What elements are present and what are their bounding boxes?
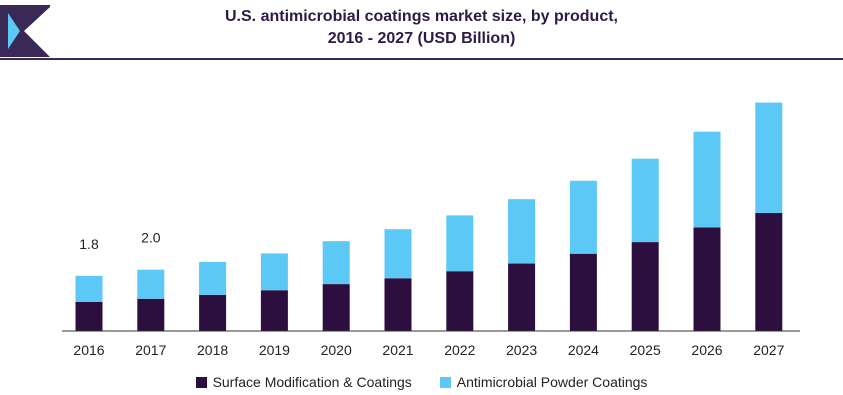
legend-label-powder-coatings: Antimicrobial Powder Coatings: [456, 374, 648, 390]
x-tick-label-2026: 2026: [691, 342, 722, 358]
x-tick-label-2016: 2016: [73, 342, 104, 358]
bar-2020-series-1: [322, 284, 350, 331]
bar-2025-series-1: [631, 242, 659, 331]
bar-2023-series-1: [508, 263, 536, 331]
bar-2018-series-2: [199, 262, 227, 295]
bar-2017-series-1: [137, 298, 165, 331]
x-tick-label-2024: 2024: [568, 342, 599, 358]
legend-swatch-powder-coatings: [439, 376, 451, 388]
bar-2027-series-1: [755, 212, 783, 331]
x-tick-label-2025: 2025: [630, 342, 661, 358]
x-tick-label-2022: 2022: [444, 342, 475, 358]
bar-2024-series-2: [569, 180, 597, 254]
chart-header: U.S. antimicrobial coatings market size,…: [0, 0, 843, 62]
legend-item-surface-modification: Surface Modification & Coatings: [195, 374, 412, 390]
x-tick-label-2018: 2018: [197, 342, 228, 358]
bar-2022-series-2: [446, 215, 474, 272]
chart-title: U.S. antimicrobial coatings market size,…: [0, 6, 843, 50]
brand-logo-icon: [0, 5, 50, 57]
bar-2026-series-1: [693, 227, 721, 331]
bar-2021-series-2: [384, 229, 412, 279]
x-tick-label-2019: 2019: [259, 342, 290, 358]
x-tick-label-2017: 2017: [135, 342, 166, 358]
bar-2017-series-2: [137, 269, 165, 299]
data-label-2016: 1.8: [79, 236, 99, 252]
bar-2022-series-1: [446, 271, 474, 331]
x-tick-label-2021: 2021: [382, 342, 413, 358]
bar-2025-series-2: [631, 158, 659, 243]
bar-2016-series-1: [75, 301, 103, 331]
chart-legend: Surface Modification & Coatings Antimicr…: [0, 374, 843, 390]
bar-2016-series-2: [75, 275, 103, 302]
legend-label-surface-modification: Surface Modification & Coatings: [212, 374, 412, 390]
legend-item-powder-coatings: Antimicrobial Powder Coatings: [439, 374, 648, 390]
bar-2018-series-1: [199, 294, 227, 331]
x-tick-label-2023: 2023: [506, 342, 537, 358]
bar-2027-series-2: [755, 102, 783, 213]
header-divider: [0, 58, 843, 60]
bar-2021-series-1: [384, 278, 412, 331]
x-tick-label-2020: 2020: [321, 342, 352, 358]
bar-2019-series-1: [260, 290, 288, 331]
bar-2020-series-2: [322, 241, 350, 285]
chart-title-line-1: U.S. antimicrobial coatings market size,…: [225, 8, 618, 25]
bar-2019-series-2: [260, 253, 288, 291]
bar-2026-series-2: [693, 131, 721, 228]
legend-swatch-surface-modification: [195, 376, 207, 388]
data-label-2017: 2.0: [141, 230, 161, 246]
bar-2023-series-2: [508, 199, 536, 264]
bar-2024-series-1: [569, 253, 597, 331]
chart-title-line-2: 2016 - 2027 (USD Billion): [327, 30, 516, 47]
x-tick-label-2027: 2027: [753, 342, 784, 358]
